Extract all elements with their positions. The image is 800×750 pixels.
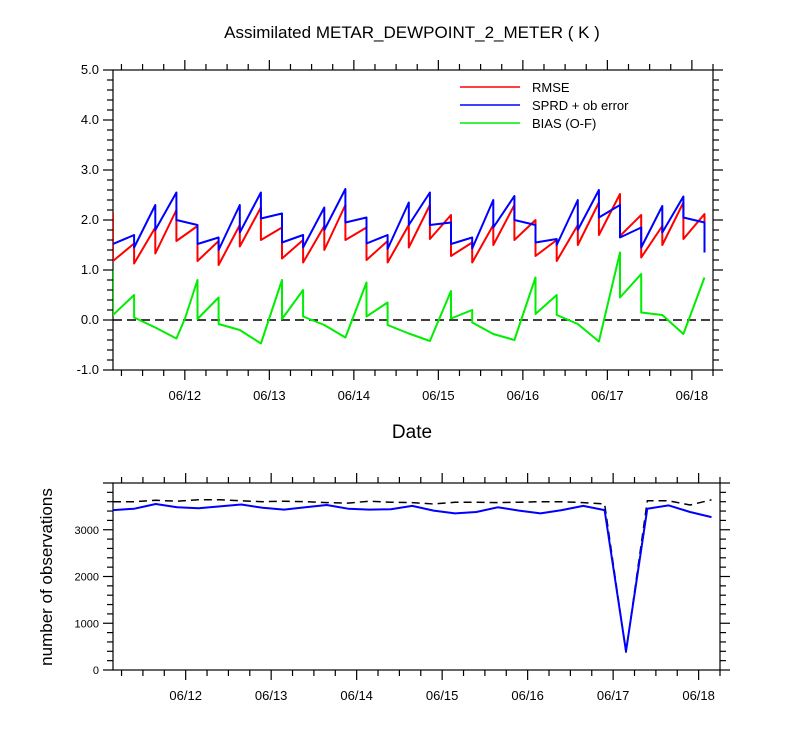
bias-series-bias-o-f: [113, 251, 706, 345]
x-axis-label: Date: [392, 422, 432, 443]
bias-y-tick-label: 3.0: [81, 162, 99, 177]
obs-plot-frame: [112, 482, 721, 671]
bias-y-tick-label: 1.0: [81, 262, 99, 277]
bias-y-tick-label: -1.0: [77, 362, 99, 377]
obs-x-tick-label: 06/12: [169, 688, 202, 703]
bias-x-tick-label: 06/18: [676, 388, 709, 403]
obs-x-tick-label: 06/13: [255, 688, 288, 703]
bias-x-tick-label: 06/14: [338, 388, 371, 403]
bias-x-tick-label: 06/12: [169, 388, 202, 403]
obs-y-tick-label: 0: [93, 665, 99, 677]
bias-y-tick-label: 4.0: [81, 112, 99, 127]
bias-series-sprd-ob-error: [113, 188, 706, 253]
bias-x-tick-label: 06/17: [591, 388, 624, 403]
bias-x-tick-label: 06/13: [253, 388, 286, 403]
legend-label: SPRD + ob error: [532, 98, 629, 113]
obs-x-tick-label: 06/18: [682, 688, 715, 703]
legend-label: RMSE: [532, 80, 570, 95]
bias-series-rmse: [113, 193, 706, 266]
obs-series-observations-possible: [113, 499, 712, 653]
bias-y-tick-label: 5.0: [81, 62, 99, 77]
obs-x-tick-label: 06/15: [426, 688, 459, 703]
legend-label: BIAS (O-F): [532, 116, 596, 131]
bias-y-tick-label: 0.0: [81, 312, 99, 327]
bias-x-tick-label: 06/15: [422, 388, 455, 403]
obs-x-tick-label: 06/14: [340, 688, 373, 703]
obs-series-observations-assimilated: [113, 503, 712, 653]
y-axis-label-observations: number of observations: [37, 488, 56, 666]
bias-y-tick-label: 2.0: [81, 212, 99, 227]
chart-title: Assimilated METAR_DEWPOINT_2_METER ( K ): [224, 23, 600, 42]
obs-y-tick-label: 2000: [75, 572, 99, 584]
obs-x-tick-label: 06/17: [597, 688, 630, 703]
bias-x-tick-label: 06/16: [507, 388, 540, 403]
obs-y-tick-label: 1000: [75, 618, 99, 630]
obs-y-tick-label: 3000: [75, 525, 99, 537]
obs-x-tick-label: 06/16: [511, 688, 544, 703]
